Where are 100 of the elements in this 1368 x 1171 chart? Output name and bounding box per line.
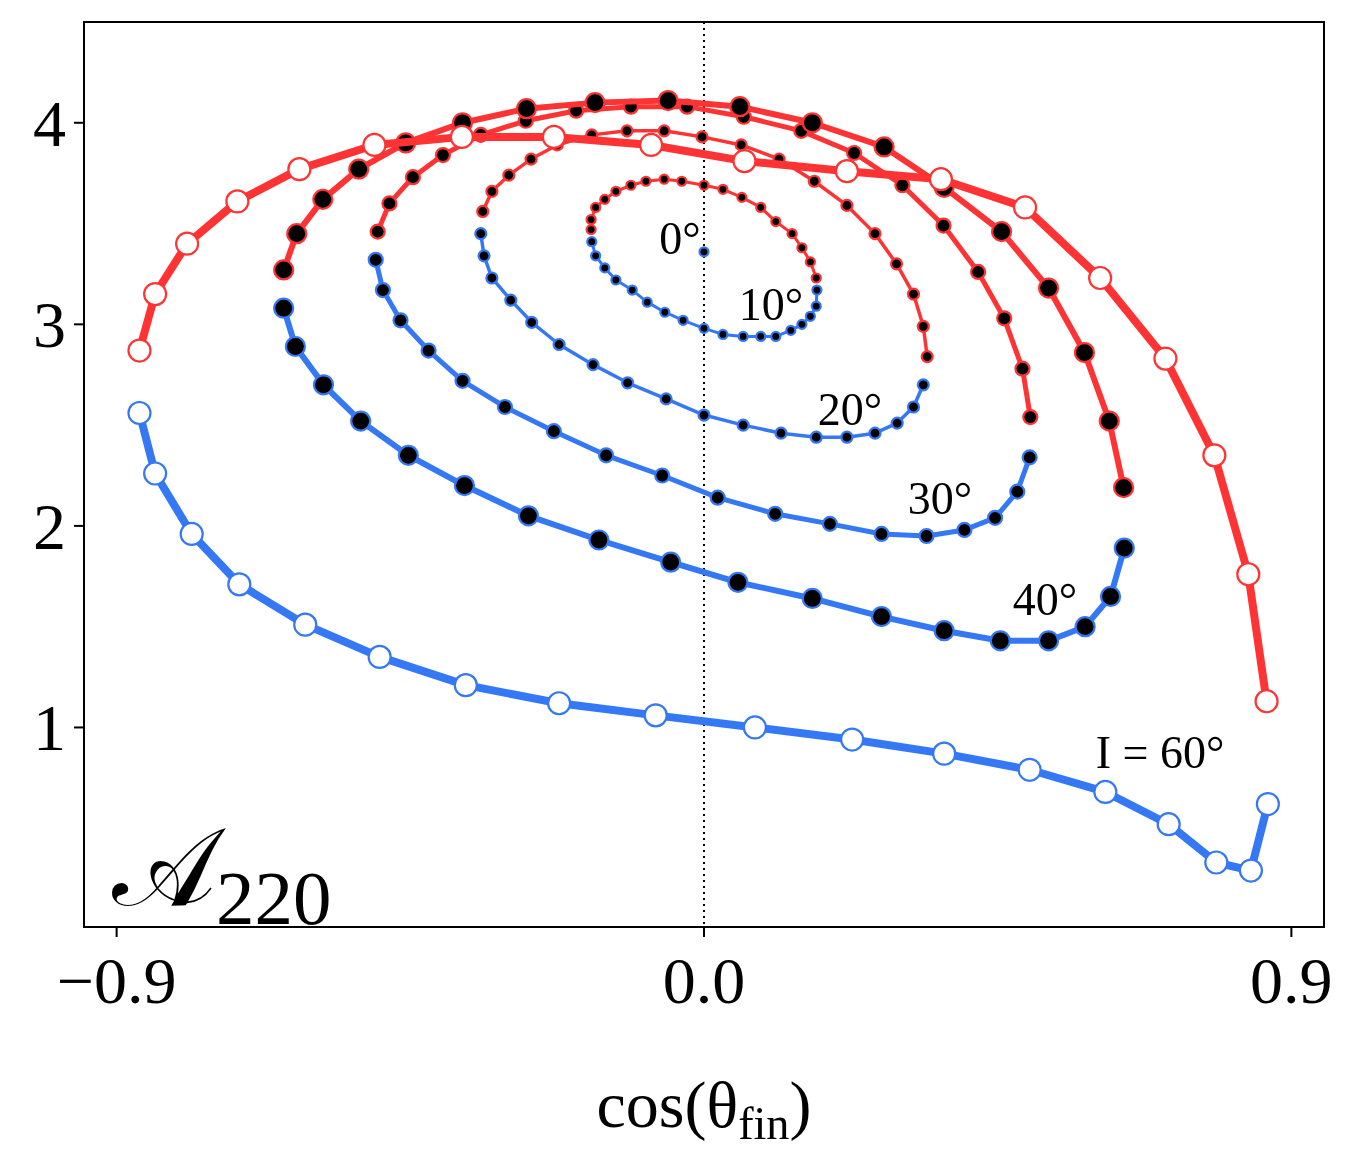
point bbox=[397, 444, 419, 466]
point bbox=[916, 319, 930, 333]
point bbox=[227, 572, 252, 597]
point bbox=[477, 249, 491, 263]
point bbox=[496, 398, 514, 416]
point bbox=[273, 297, 295, 319]
point bbox=[476, 204, 490, 219]
point bbox=[640, 175, 652, 187]
point bbox=[785, 324, 797, 336]
point bbox=[717, 328, 729, 341]
point bbox=[1074, 616, 1096, 638]
point bbox=[392, 312, 409, 329]
point bbox=[933, 620, 955, 642]
point bbox=[654, 467, 671, 484]
point bbox=[284, 335, 307, 358]
point bbox=[502, 168, 516, 182]
point bbox=[906, 287, 921, 301]
point bbox=[643, 703, 668, 728]
point bbox=[453, 673, 478, 698]
point bbox=[524, 152, 538, 166]
point bbox=[659, 392, 673, 406]
point bbox=[677, 314, 689, 326]
point bbox=[809, 430, 823, 444]
point bbox=[545, 423, 562, 440]
point bbox=[1022, 408, 1039, 426]
point bbox=[1153, 346, 1178, 371]
point bbox=[453, 474, 476, 497]
point bbox=[1113, 537, 1135, 559]
point bbox=[225, 189, 250, 214]
point bbox=[517, 505, 540, 527]
point bbox=[485, 184, 499, 198]
point bbox=[286, 223, 308, 245]
point bbox=[810, 272, 822, 284]
point bbox=[367, 644, 392, 670]
point bbox=[717, 183, 729, 195]
point bbox=[810, 300, 822, 312]
point bbox=[801, 587, 823, 610]
point bbox=[660, 551, 682, 573]
point bbox=[928, 167, 954, 192]
point bbox=[420, 342, 437, 359]
point bbox=[547, 691, 572, 716]
point bbox=[143, 282, 168, 307]
y-tick-label: 3 bbox=[33, 288, 66, 362]
point bbox=[525, 315, 539, 329]
x-tick-label: 0.9 bbox=[1250, 944, 1333, 1017]
point bbox=[801, 112, 823, 134]
point bbox=[996, 310, 1013, 327]
point bbox=[796, 242, 808, 254]
point bbox=[935, 217, 952, 234]
point bbox=[786, 228, 798, 240]
annotation: 40° bbox=[1012, 574, 1078, 625]
point bbox=[621, 376, 635, 390]
point bbox=[1037, 277, 1060, 299]
point bbox=[989, 630, 1011, 652]
point bbox=[807, 174, 821, 188]
point bbox=[626, 284, 638, 296]
point bbox=[312, 188, 334, 210]
point bbox=[659, 306, 671, 318]
point bbox=[369, 223, 386, 240]
point bbox=[599, 193, 611, 205]
point bbox=[1113, 477, 1135, 499]
point bbox=[1012, 195, 1038, 220]
point bbox=[732, 148, 757, 174]
point bbox=[127, 400, 152, 426]
point bbox=[737, 330, 749, 343]
point bbox=[729, 96, 751, 118]
point bbox=[485, 271, 499, 285]
point bbox=[727, 571, 749, 593]
point bbox=[916, 378, 930, 392]
point bbox=[404, 169, 422, 186]
point bbox=[736, 191, 748, 203]
point bbox=[676, 175, 688, 187]
point bbox=[1202, 443, 1227, 468]
point bbox=[586, 358, 600, 372]
point bbox=[906, 400, 921, 414]
point bbox=[350, 410, 372, 432]
point bbox=[1073, 341, 1096, 364]
point bbox=[840, 430, 854, 444]
point bbox=[590, 250, 602, 262]
point bbox=[293, 612, 318, 637]
point bbox=[796, 318, 808, 330]
point bbox=[811, 284, 823, 296]
point bbox=[770, 215, 782, 228]
point bbox=[374, 281, 392, 299]
point bbox=[1236, 562, 1261, 587]
y-tick-label: 2 bbox=[33, 489, 66, 563]
point bbox=[736, 418, 750, 432]
point bbox=[449, 124, 474, 149]
point bbox=[804, 256, 816, 268]
point bbox=[1255, 791, 1280, 817]
point bbox=[767, 505, 784, 522]
annotation: 30° bbox=[907, 473, 973, 524]
point bbox=[742, 715, 768, 740]
point bbox=[695, 130, 709, 144]
x-axis-title: cos(θ$_{fin}$) bbox=[596, 1068, 812, 1149]
point bbox=[1099, 585, 1122, 608]
point bbox=[986, 509, 1004, 526]
point bbox=[367, 251, 384, 268]
y-tick-label: 4 bbox=[33, 86, 66, 160]
point bbox=[821, 515, 839, 532]
